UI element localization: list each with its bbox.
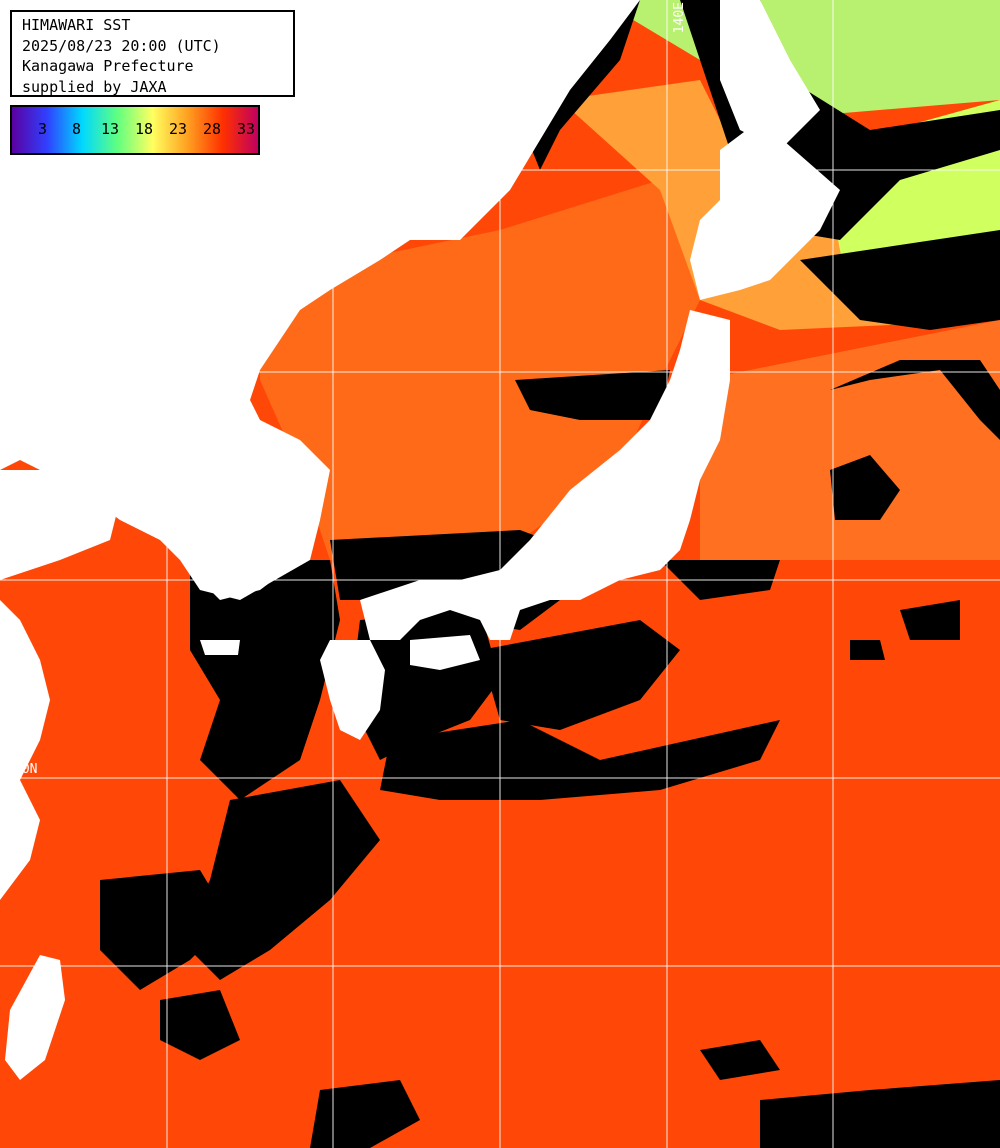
lat-label-40n: 40N (14, 355, 38, 370)
scale-tick: 28 (203, 120, 222, 138)
color-scale-bar: 3 8 13 18 23 28 33 (10, 105, 260, 155)
info-box: HIMAWARI SST 2025/08/23 20:00 (UTC) Kana… (10, 10, 295, 97)
prefecture: Kanagawa Prefecture (22, 57, 194, 75)
scale-tick: 18 (135, 120, 154, 138)
timestamp: 2025/08/23 20:00 (UTC) (22, 36, 221, 55)
color-scale-labels: 3 8 13 18 23 28 33 (12, 107, 258, 153)
sea-mild-east (700, 320, 1000, 560)
scale-tick: 3 (38, 120, 48, 138)
scale-tick: 8 (72, 120, 82, 138)
supplier: supplied by JAXA (22, 77, 167, 96)
scale-tick: 23 (169, 120, 188, 138)
sea-mild-japan-sea (260, 180, 700, 560)
lon-label-140e: 140E (672, 2, 687, 34)
scale-tick: 13 (101, 120, 120, 138)
product-title: HIMAWARI SST (22, 16, 131, 34)
lat-label-30n: 30N (14, 762, 38, 777)
scale-tick: 33 (237, 120, 256, 138)
